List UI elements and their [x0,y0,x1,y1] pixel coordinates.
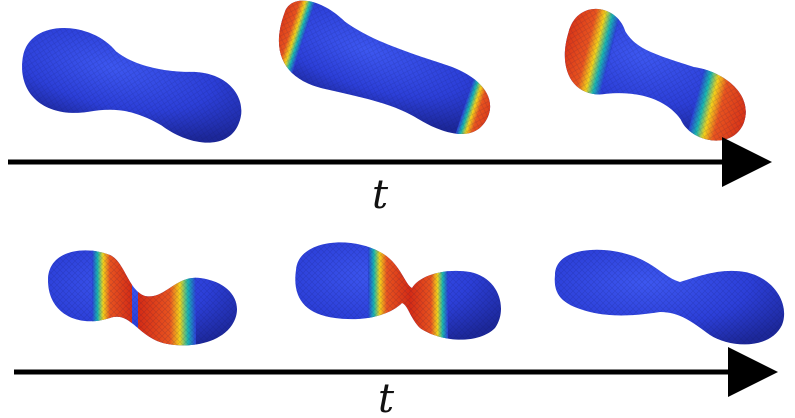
shape-frame-5 [295,242,502,340]
shape-frame-4 [48,250,237,346]
time-label-bottom: t [378,376,395,418]
shape-frame-1 [22,27,242,143]
shape-frame-6 [554,249,785,345]
shape-frame-2 [264,0,506,143]
time-label-top: t [372,172,389,218]
shape-frame-3 [551,2,763,148]
